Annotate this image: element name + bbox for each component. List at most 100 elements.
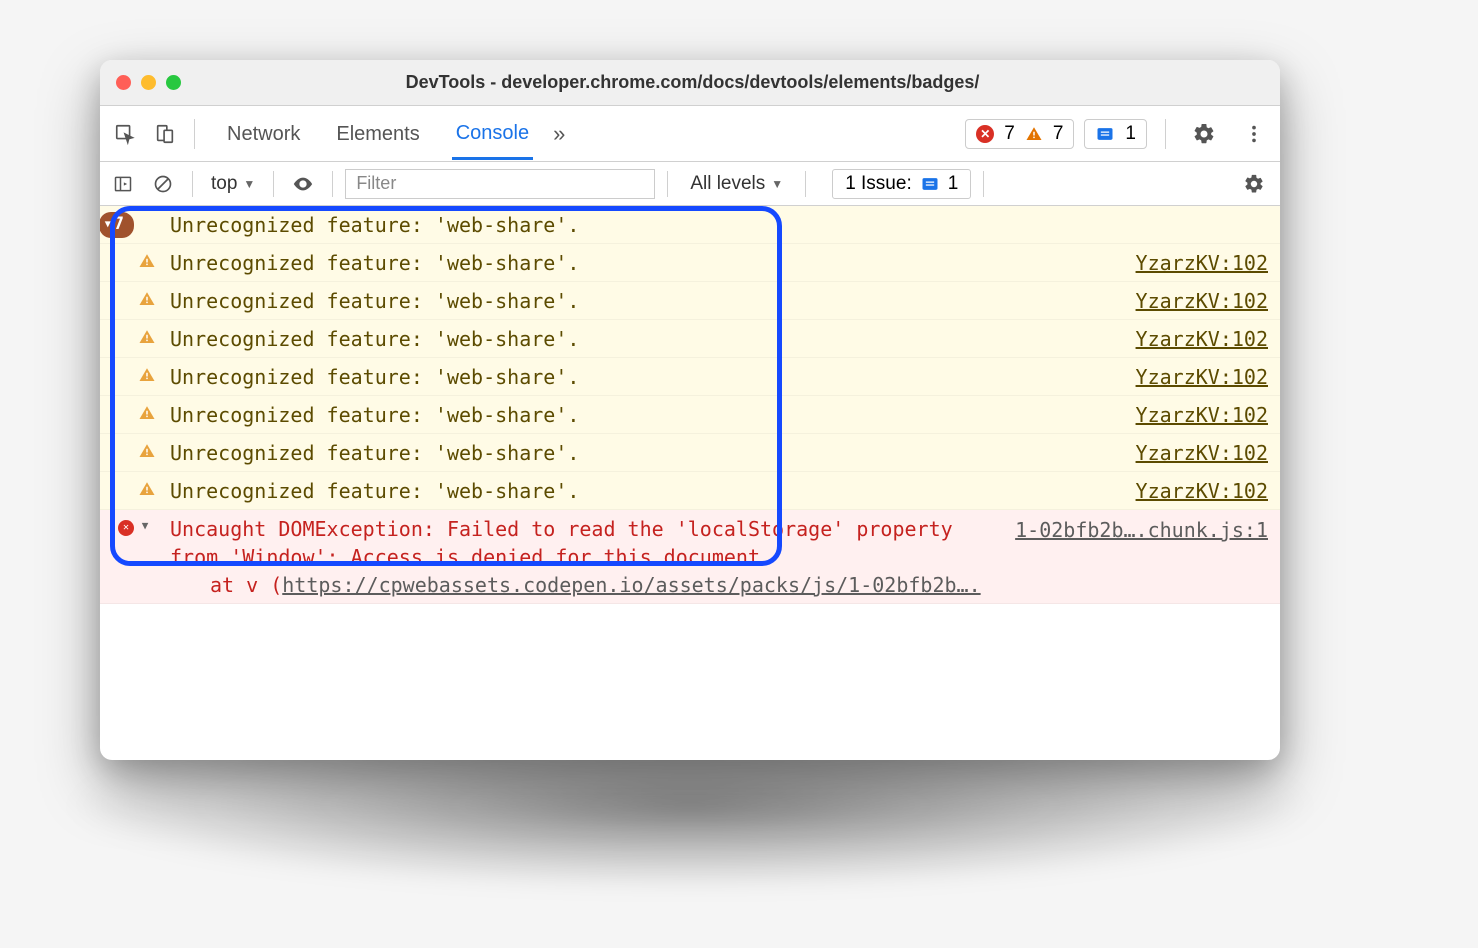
clear-console-icon[interactable] [146, 167, 180, 201]
warning-icon [138, 442, 156, 460]
issues-count: 1 [1125, 123, 1136, 145]
gutter [100, 324, 138, 326]
console-group-header[interactable]: ▼ 7 Unrecognized feature: 'web-share'. [100, 206, 1280, 244]
tab-elements[interactable]: Elements [332, 109, 423, 158]
toolbar-divider [667, 171, 668, 197]
warning-count: 7 [1053, 123, 1064, 145]
warning-message: Unrecognized feature: 'web-share'. [166, 248, 1116, 277]
toggle-sidebar-icon[interactable] [106, 167, 140, 201]
error-source-link[interactable]: 1-02bfb2b….chunk.js:1 [995, 515, 1268, 571]
warning-icon [138, 366, 156, 384]
warning-message: Unrecognized feature: 'web-share'. [166, 286, 1116, 315]
toolbar-divider [332, 171, 333, 197]
live-expression-icon[interactable] [286, 167, 320, 201]
warning-icon [138, 290, 156, 308]
traffic-lights [116, 75, 181, 90]
console-settings-gear-icon[interactable] [1234, 164, 1274, 204]
tab-console[interactable]: Console [452, 108, 533, 160]
msg-icon-cell [138, 324, 166, 346]
console-warning-row[interactable]: Unrecognized feature: 'web-share'.YzarzK… [100, 320, 1280, 358]
warning-source-link[interactable]: YzarzKV:102 [1116, 362, 1268, 391]
console-warning-row[interactable]: Unrecognized feature: 'web-share'.YzarzK… [100, 396, 1280, 434]
inspect-element-icon[interactable] [106, 115, 144, 153]
warning-message: Unrecognized feature: 'web-share'. [166, 400, 1116, 429]
warning-source-link[interactable]: YzarzKV:102 [1116, 438, 1268, 467]
msg-icon-cell [138, 248, 166, 270]
devtools-window: DevTools - developer.chrome.com/docs/dev… [100, 60, 1280, 760]
settings-gear-icon[interactable] [1184, 114, 1224, 154]
disclosure-cell[interactable]: ▼ [138, 514, 166, 533]
tab-network[interactable]: Network [223, 109, 304, 158]
warning-icon [138, 480, 156, 498]
error-message-container: Uncaught DOMException: Failed to read th… [166, 514, 1268, 599]
gutter [100, 248, 138, 250]
chevron-down-icon: ▼ [243, 177, 255, 191]
more-tabs-button[interactable]: » [553, 121, 565, 147]
gutter [100, 438, 138, 440]
msg-icon-cell [138, 362, 166, 384]
msg-icon-cell [138, 400, 166, 422]
close-window-button[interactable] [116, 75, 131, 90]
msg-icon-cell [138, 210, 166, 214]
warning-source-link[interactable]: YzarzKV:102 [1116, 248, 1268, 277]
warning-source-link[interactable]: YzarzKV:102 [1116, 400, 1268, 429]
log-levels-selector[interactable]: All levels ▼ [680, 173, 793, 195]
warning-source-link[interactable]: YzarzKV:102 [1116, 476, 1268, 505]
count-value: 7 [114, 213, 124, 237]
error-icon: ✕ [118, 520, 134, 536]
issues-label: 1 Issue: [845, 173, 912, 195]
toolbar-divider [805, 171, 806, 197]
console-warning-row[interactable]: Unrecognized feature: 'web-share'.YzarzK… [100, 282, 1280, 320]
error-warning-badges[interactable]: ✕ 7 7 [965, 119, 1074, 149]
context-selector[interactable]: top ▼ [205, 173, 261, 195]
message-count-badge: ▼ 7 [100, 212, 134, 238]
toolbar-right: ✕ 7 7 1 [965, 114, 1274, 154]
warning-icon [138, 328, 156, 346]
console-toolbar: top ▼ All levels ▼ 1 Issue: 1 [100, 162, 1280, 206]
warning-message: Unrecognized feature: 'web-share'. [166, 476, 1116, 505]
console-warning-row[interactable]: Unrecognized feature: 'web-share'.YzarzK… [100, 472, 1280, 510]
error-stack: at v (https://cpwebassets.codepen.io/ass… [170, 571, 1268, 599]
issues-button[interactable]: 1 Issue: 1 [832, 169, 971, 199]
stack-prefix: at v ( [210, 573, 282, 597]
stack-link[interactable]: https://cpwebassets.codepen.io/assets/pa… [282, 573, 980, 597]
warning-icon [138, 252, 156, 270]
titlebar: DevTools - developer.chrome.com/docs/dev… [100, 60, 1280, 106]
console-error-row[interactable]: ✕ ▼ Uncaught DOMException: Failed to rea… [100, 510, 1280, 604]
warning-icon [1025, 125, 1043, 143]
msg-icon-cell [138, 476, 166, 498]
warning-source-link[interactable]: YzarzKV:102 [1116, 286, 1268, 315]
issues-badge[interactable]: 1 [1084, 119, 1147, 149]
issue-icon [1095, 124, 1115, 144]
chevron-down-icon: ▼ [138, 518, 152, 533]
gutter [100, 476, 138, 478]
gutter [100, 286, 138, 288]
device-toggle-icon[interactable] [146, 115, 184, 153]
chevron-down-icon: ▼ [771, 177, 783, 191]
msg-icon-cell [138, 438, 166, 460]
main-toolbar: Network Elements Console » ✕ 7 7 1 [100, 106, 1280, 162]
maximize-window-button[interactable] [166, 75, 181, 90]
minimize-window-button[interactable] [141, 75, 156, 90]
levels-label: All levels [690, 173, 765, 195]
toolbar-divider [1165, 119, 1166, 149]
context-label: top [211, 173, 237, 195]
gutter: ✕ [100, 514, 138, 536]
toolbar-divider [194, 119, 195, 149]
more-menu-icon[interactable] [1234, 114, 1274, 154]
warning-message: Unrecognized feature: 'web-share'. [166, 362, 1116, 391]
issues-button-count: 1 [948, 173, 959, 195]
filter-input[interactable] [345, 169, 655, 199]
console-warning-row[interactable]: Unrecognized feature: 'web-share'.YzarzK… [100, 244, 1280, 282]
error-icon: ✕ [976, 125, 994, 143]
toolbar-divider [192, 171, 193, 197]
warning-message: Unrecognized feature: 'web-share'. [166, 324, 1116, 353]
warning-source-link[interactable]: YzarzKV:102 [1116, 324, 1268, 353]
panel-tabs: Network Elements Console [223, 108, 533, 160]
issue-icon [920, 174, 940, 194]
console-warning-row[interactable]: Unrecognized feature: 'web-share'.YzarzK… [100, 434, 1280, 472]
console-warning-row[interactable]: Unrecognized feature: 'web-share'.YzarzK… [100, 358, 1280, 396]
gutter [100, 362, 138, 364]
window-title: DevTools - developer.chrome.com/docs/dev… [181, 72, 1204, 93]
error-message: Uncaught DOMException: Failed to read th… [170, 515, 995, 571]
